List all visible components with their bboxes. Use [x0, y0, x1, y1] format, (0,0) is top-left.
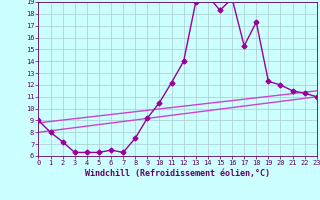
X-axis label: Windchill (Refroidissement éolien,°C): Windchill (Refroidissement éolien,°C): [85, 169, 270, 178]
